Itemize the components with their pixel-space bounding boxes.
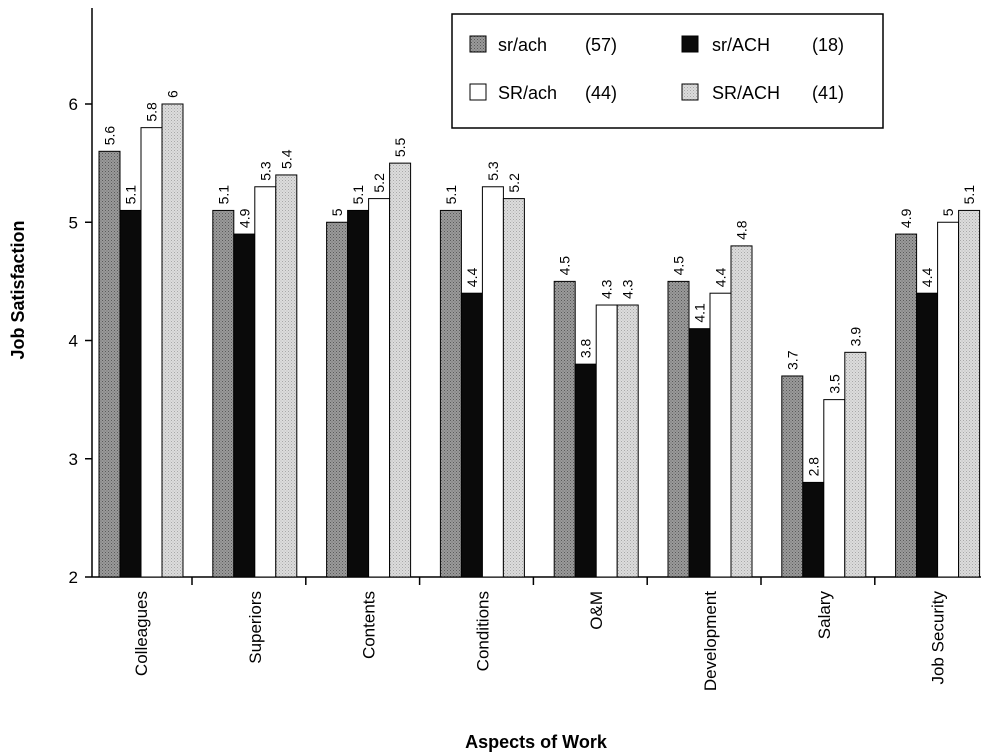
data-label: 5: [940, 208, 956, 216]
y-axis-title: Job Satisfaction: [8, 220, 28, 359]
bar-oandm-sr-ach-2: [595, 304, 618, 578]
y-tick-label: 3: [69, 450, 78, 469]
legend-label-SR-ACH: SR/ACH: [712, 83, 780, 103]
legend-box: [451, 13, 884, 129]
bar-conditions-sr-ach-1: [460, 292, 483, 578]
bar-salary-sr-ach-0: [781, 375, 804, 578]
x-tick-label-colleagues: Colleagues: [132, 591, 151, 676]
bar-superiors-sr-ach-1: [233, 233, 256, 578]
bar-job-security-sr-ach-3: [958, 209, 981, 578]
bar-salary-sr-ach-1: [802, 481, 825, 578]
legend-label-SR-ach: SR/ach: [498, 83, 557, 103]
bar-colleagues-sr-ach-2: [140, 127, 163, 578]
data-label: 4.9: [236, 208, 252, 228]
data-label: 4.4: [713, 268, 729, 288]
data-label: 3.5: [826, 374, 842, 394]
data-label: 3.8: [578, 338, 594, 358]
x-axis: Colleagues Superiors Contents Conditions O&M…: [92, 576, 981, 691]
data-label: 5.1: [215, 185, 231, 205]
bar-contents-sr-ach-0: [326, 221, 349, 578]
x-tick-label-conditions: Conditions: [473, 591, 492, 671]
data-label: 5.1: [961, 185, 977, 205]
bar-salary-sr-ach-2: [823, 399, 846, 578]
legend-label-sr-ach: sr/ach: [498, 35, 547, 55]
data-label: 4.9: [898, 208, 914, 228]
bar-oandm-sr-ach-3: [616, 304, 639, 578]
bar-job-security-sr-ach-1: [916, 292, 939, 578]
legend-label-sr-ACH: sr/ACH: [712, 35, 770, 55]
data-label: 5.1: [350, 185, 366, 205]
data-label: 4.4: [464, 268, 480, 288]
bar-development-sr-ach-2: [709, 292, 732, 578]
bar-superiors-sr-ach-2: [254, 186, 277, 578]
data-label: 4.5: [671, 256, 687, 276]
data-label: 4.5: [557, 256, 573, 276]
data-label: 5.8: [144, 102, 160, 122]
x-axis-title: Aspects of Work: [465, 732, 608, 752]
bar-development-sr-ach-0: [667, 280, 690, 578]
bar-conditions-sr-ach-0: [439, 209, 462, 578]
legend-count-sr-ACH: (18): [812, 35, 844, 55]
y-tick-label: 4: [69, 332, 78, 351]
legend-count-SR-ACH: (41): [812, 83, 844, 103]
y-axis: 2 3 4 5 6: [69, 8, 93, 587]
y-tick-label: 5: [69, 213, 78, 232]
data-label: 5.3: [257, 161, 273, 181]
x-tick-label-oandm: O&M: [587, 591, 606, 630]
data-label: 5.2: [371, 173, 387, 193]
legend-count-SR-ach: (44): [585, 83, 617, 103]
y-tick-label: 6: [69, 95, 78, 114]
bars: [98, 103, 981, 578]
data-label: 6: [165, 90, 181, 98]
bar-salary-sr-ach-3: [844, 351, 867, 578]
legend: sr/ach (57) sr/ACH (18) SR/ach (44) SR/A…: [451, 13, 884, 129]
bar-oandm-sr-ach-0: [553, 280, 576, 578]
data-label: 5.1: [443, 185, 459, 205]
legend-count-sr-ach: (57): [585, 35, 617, 55]
legend-swatch-SR-ACH: [681, 83, 699, 101]
data-label: 5.3: [485, 161, 501, 181]
y-tick-label: 2: [69, 568, 78, 587]
data-label: 5.5: [392, 137, 408, 157]
bar-colleagues-sr-ach-3: [161, 103, 184, 578]
bar-contents-sr-ach-1: [347, 209, 370, 578]
bar-oandm-sr-ach-1: [574, 363, 597, 578]
data-label: 4.3: [599, 279, 615, 299]
data-label: 4.4: [919, 268, 935, 288]
data-label: 5.2: [506, 173, 522, 193]
x-tick-label-superiors: Superiors: [246, 591, 265, 664]
x-tick-label-salary: Salary: [815, 591, 834, 640]
bar-contents-sr-ach-2: [368, 198, 391, 578]
data-label: 5: [329, 208, 345, 216]
bar-conditions-sr-ach-3: [502, 198, 525, 578]
data-label: 3.7: [784, 350, 800, 370]
bar-colleagues-sr-ach-0: [98, 150, 121, 578]
bar-contents-sr-ach-3: [389, 162, 412, 578]
x-tick-label-contents: Contents: [360, 591, 379, 659]
bar-development-sr-ach-3: [730, 245, 753, 578]
legend-swatch-SR-ach: [469, 83, 487, 101]
data-label: 4.8: [734, 220, 750, 240]
bar-colleagues-sr-ach-1: [119, 209, 142, 578]
data-label: 4.3: [620, 279, 636, 299]
x-tick-label-job-security: Job Security: [929, 591, 948, 685]
data-label: 2.8: [805, 457, 821, 477]
bar-development-sr-ach-1: [688, 328, 711, 578]
legend-swatch-sr-ACH: [681, 35, 699, 53]
x-tick-label-development: Development: [701, 591, 720, 691]
data-label: 3.9: [847, 327, 863, 347]
data-labels: 5.6 5.1 5.8 6 5.1 4.9 5.3 5.4 5 5.1 5.2 5.5 5.1 4.4 5.…: [102, 90, 978, 476]
bar-job-security-sr-ach-0: [895, 233, 918, 578]
bar-conditions-sr-ach-2: [481, 186, 504, 578]
data-label: 4.1: [692, 303, 708, 323]
data-label: 5.6: [102, 126, 118, 146]
data-label: 5.4: [278, 149, 294, 169]
bar-superiors-sr-ach-3: [275, 174, 298, 578]
legend-swatch-sr-ach: [469, 35, 487, 53]
data-label: 5.1: [123, 185, 139, 205]
bar-superiors-sr-ach-0: [212, 209, 235, 578]
bar-job-security-sr-ach-2: [937, 221, 960, 578]
